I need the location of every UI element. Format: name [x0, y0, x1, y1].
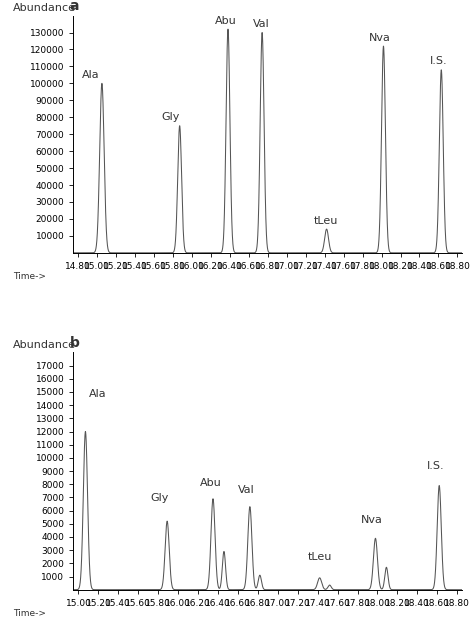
Text: Abundance: Abundance [13, 3, 76, 13]
Text: Time->: Time-> [13, 608, 46, 618]
Text: b: b [70, 336, 80, 350]
Text: Abu: Abu [200, 478, 222, 488]
Text: Gly: Gly [150, 493, 169, 503]
Text: tLeu: tLeu [308, 552, 332, 562]
Text: I.S.: I.S. [430, 56, 447, 66]
Text: Val: Val [253, 19, 269, 29]
Text: I.S.: I.S. [427, 461, 445, 471]
Text: Time->: Time-> [13, 272, 46, 281]
Text: Abu: Abu [215, 16, 237, 26]
Text: Ala: Ala [89, 389, 106, 399]
Text: Nva: Nva [361, 515, 383, 525]
Text: Abundance: Abundance [13, 340, 76, 350]
Text: tLeu: tLeu [313, 216, 337, 226]
Text: a: a [70, 0, 79, 13]
Text: Gly: Gly [162, 112, 180, 122]
Text: Val: Val [238, 485, 255, 495]
Text: Nva: Nva [369, 32, 391, 42]
Text: Ala: Ala [82, 70, 100, 80]
